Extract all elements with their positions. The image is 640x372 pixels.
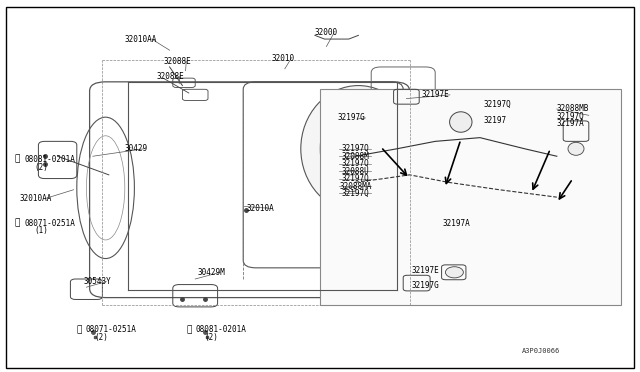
Text: Ⓑ: Ⓑ [15,154,20,163]
Text: 08071-0251A: 08071-0251A [85,325,136,334]
Text: 32197A: 32197A [443,219,470,228]
Text: 32197Q: 32197Q [483,100,511,109]
Text: 30429: 30429 [125,144,148,153]
Text: 32088E: 32088E [163,57,191,66]
Text: (2): (2) [205,333,219,342]
Text: (2): (2) [95,333,109,342]
Bar [320,89,621,305]
Text: 32197Q: 32197Q [341,174,369,183]
Text: 32197G: 32197G [412,281,439,290]
Ellipse shape [568,142,584,155]
Text: 32088U: 32088U [341,167,369,176]
Ellipse shape [301,86,416,212]
Text: 32197E: 32197E [421,90,449,99]
Text: 32000: 32000 [315,28,338,37]
Text: 32010AA: 32010AA [19,194,52,203]
Text: Ⓑ: Ⓑ [76,325,81,334]
Text: 32010AA: 32010AA [125,35,157,44]
Text: 32088MB: 32088MB [557,105,589,113]
Text: 30429M: 30429M [197,268,225,277]
Text: 32197Q: 32197Q [341,144,369,153]
Text: 32197G: 32197G [337,113,365,122]
Text: 08071-0251A: 08071-0251A [24,219,75,228]
Text: 32010A: 32010A [246,204,274,213]
Text: 32010: 32010 [272,54,295,63]
Text: 32197E: 32197E [412,266,439,275]
Text: 32088E: 32088E [157,72,184,81]
Text: Ⓑ: Ⓑ [186,325,191,334]
Text: 32088M: 32088M [341,152,369,161]
Text: A3P0J0066: A3P0J0066 [522,348,560,354]
Text: 32197Q: 32197Q [341,189,369,198]
Text: 08081-0201A: 08081-0201A [195,325,246,334]
Text: 32197: 32197 [484,116,507,125]
Text: 32088MA: 32088MA [339,182,372,190]
Text: (1): (1) [34,226,48,235]
Ellipse shape [449,112,472,132]
Text: 30543Y: 30543Y [83,277,111,286]
Text: 32197Q: 32197Q [341,159,369,168]
Text: 32197Q: 32197Q [557,112,584,121]
Text: Ⓑ: Ⓑ [15,219,20,228]
Ellipse shape [445,267,463,278]
Text: 32197A: 32197A [557,119,584,128]
Text: (2): (2) [34,163,48,172]
Text: 08081-0201A: 08081-0201A [24,155,75,164]
